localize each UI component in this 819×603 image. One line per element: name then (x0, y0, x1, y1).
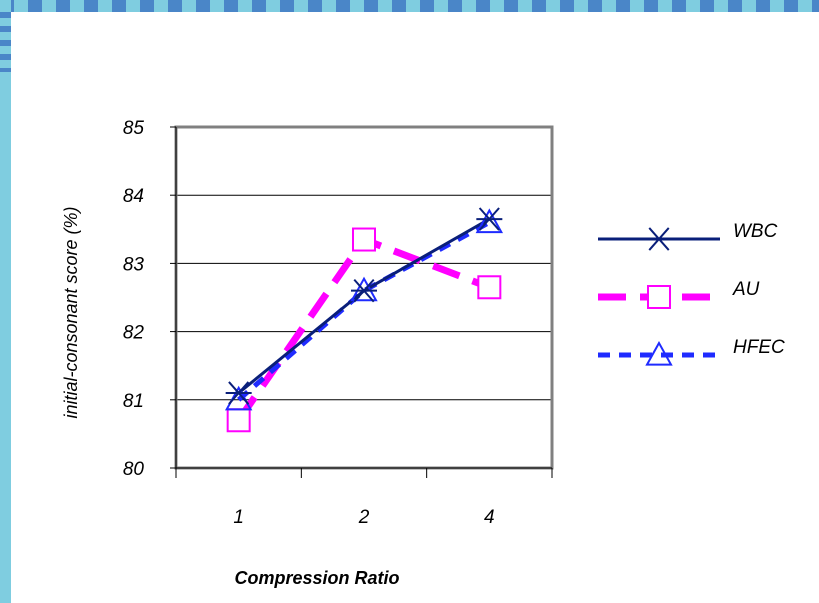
x-tick-labels: 1 2 4 (233, 507, 494, 528)
data-series (224, 207, 504, 433)
legend-label-hfec: HFEC (733, 337, 785, 358)
top-decorative-border (0, 0, 819, 12)
data-point-wbc (225, 381, 252, 405)
y-tick-label: 80 (123, 459, 145, 480)
x-tick-label: 1 (233, 507, 244, 528)
series-line-hfec (237, 220, 491, 402)
legend-marker-au (647, 285, 671, 309)
x-tick-label: 4 (484, 507, 495, 528)
series-line-au (235, 235, 491, 423)
legend-marker-hfec (645, 340, 673, 366)
y-tick-label: 85 (123, 118, 145, 139)
y-axis-title: initial-consonant score (%) (61, 206, 81, 418)
y-tick-label: 81 (123, 391, 144, 412)
y-tick-label: 84 (123, 186, 144, 207)
x-axis-title: Compression Ratio (234, 568, 399, 588)
legend-label-au: AU (732, 279, 760, 300)
x-tick-label: 2 (358, 507, 370, 528)
left-decorative-border (0, 0, 11, 603)
left-border-pattern (0, 12, 11, 72)
y-tick-label: 83 (123, 254, 145, 275)
legend-marker-wbc (646, 227, 672, 251)
data-point-au (477, 275, 502, 300)
data-point-hfec (475, 208, 504, 234)
data-point-hfec (350, 276, 378, 302)
legend: WBC AU HFEC (598, 221, 785, 366)
legend-label-wbc: WBC (733, 221, 778, 242)
data-point-au (352, 227, 376, 252)
data-point-wbc (476, 207, 503, 231)
y-tick-label: 82 (123, 323, 145, 344)
data-point-wbc (351, 278, 377, 303)
data-point-au (226, 408, 251, 433)
y-tick-labels: 80 81 82 83 84 85 (123, 118, 145, 480)
axes (170, 126, 553, 478)
